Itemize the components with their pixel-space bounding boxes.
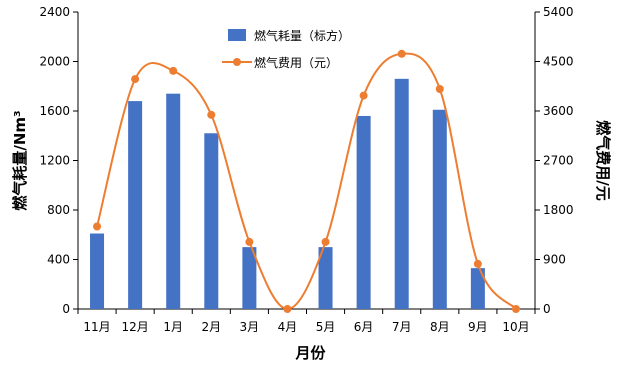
- bar-4: [204, 133, 219, 309]
- left-tick-label: 0: [62, 302, 70, 316]
- right-tick-label: 5400: [543, 5, 574, 19]
- x-axis-title: 月份: [294, 344, 326, 362]
- right-tick-label: 4500: [543, 55, 574, 69]
- legend-line-label: 燃气费用（元）: [254, 55, 338, 70]
- cost-point-5: [245, 237, 254, 246]
- legend-bar-swatch: [228, 29, 246, 41]
- right-tick-label: 1800: [543, 203, 574, 217]
- cost-point-1: [93, 222, 102, 231]
- cost-point-4: [207, 110, 216, 119]
- x-tick-label: 7月: [392, 320, 412, 334]
- x-tick-label: 11月: [83, 320, 110, 334]
- left-tick-label: 800: [47, 203, 70, 217]
- bar-3: [166, 93, 181, 309]
- cost-point-2: [131, 75, 140, 84]
- right-axis-title: 燃气费用/元: [594, 120, 612, 200]
- bar-11: [470, 268, 485, 309]
- cost-point-11: [473, 259, 482, 268]
- cost-point-12: [511, 305, 520, 313]
- right-tick-label: 900: [543, 253, 566, 267]
- left-tick-label: 400: [47, 253, 70, 267]
- left-tick-label: 1600: [39, 104, 70, 118]
- x-tick-label: 5月: [316, 320, 336, 334]
- bar-8: [356, 115, 371, 309]
- right-tick-label: 0: [543, 302, 551, 316]
- right-tick-label: 3600: [543, 104, 574, 118]
- x-tick-label: 3月: [240, 320, 260, 334]
- x-tick-label: 12月: [121, 320, 148, 334]
- right-tick-label: 2700: [543, 154, 574, 168]
- cost-point-10: [435, 85, 444, 93]
- left-tick-label: 2000: [39, 55, 70, 69]
- x-tick-label: 6月: [354, 320, 374, 334]
- left-tick-label: 1200: [39, 154, 70, 168]
- x-tick-label: 8月: [430, 320, 450, 334]
- cost-point-8: [359, 91, 368, 100]
- cost-point-6: [283, 305, 292, 313]
- legend-line-marker: [233, 58, 241, 66]
- x-tick-label: 9月: [468, 320, 488, 334]
- x-tick-label: 10月: [502, 320, 529, 334]
- bar-5: [242, 247, 257, 309]
- bar-2: [128, 101, 143, 309]
- legend-bar-label: 燃气耗量（标方）: [254, 28, 350, 43]
- bar-9: [394, 78, 409, 309]
- left-tick-label: 2400: [39, 5, 70, 19]
- bar-10: [432, 109, 447, 309]
- x-tick-label: 2月: [201, 320, 221, 334]
- cost-point-9: [397, 49, 406, 58]
- left-axis-title: 燃气耗量/Nm³: [11, 110, 29, 210]
- cost-point-3: [169, 66, 178, 75]
- cost-line: [96, 52, 517, 311]
- bar-1: [90, 233, 105, 309]
- x-tick-label: 4月: [278, 320, 298, 334]
- x-tick-label: 1月: [163, 320, 183, 334]
- bar-7: [318, 247, 333, 309]
- cost-point-7: [321, 237, 330, 246]
